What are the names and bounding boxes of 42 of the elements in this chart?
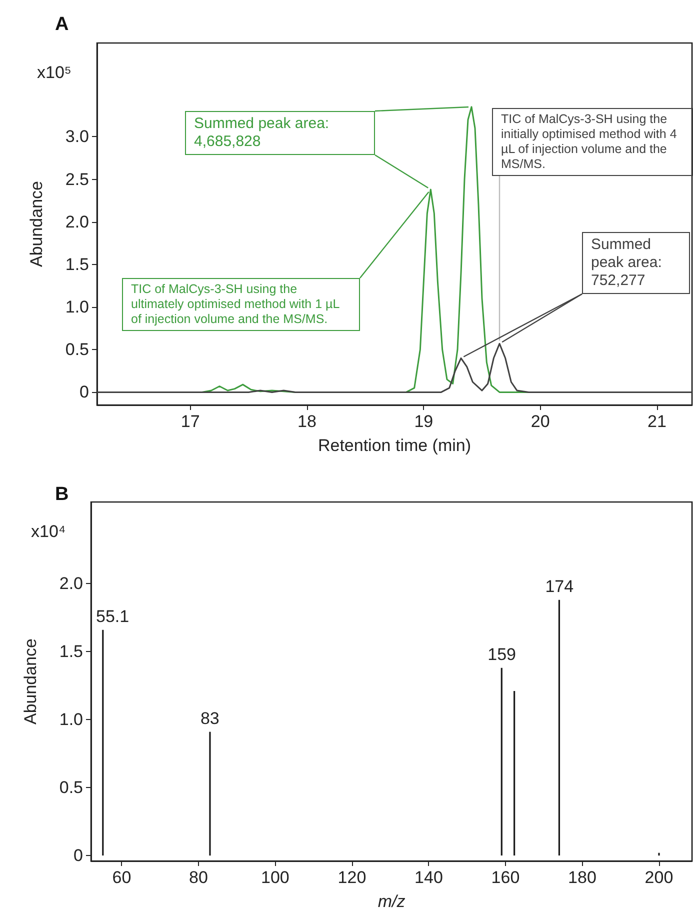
x-tick-label: 17 — [180, 412, 200, 431]
x-tick-label: 20 — [530, 412, 550, 431]
y-tick-label: 1.0 — [65, 298, 89, 317]
x-tick-label: 100 — [261, 868, 290, 887]
y-tick-label: 1.5 — [59, 642, 83, 662]
y-tick-label: 3.0 — [65, 127, 89, 146]
x-tick-label: 200 — [644, 868, 674, 887]
annotation: 55.1 — [96, 606, 130, 627]
y-axis-title: Abundance — [27, 180, 46, 268]
annotation: 159 — [488, 644, 516, 665]
x-tick-label: 140 — [414, 868, 443, 887]
y-tick-label: 2.5 — [65, 170, 89, 189]
x-tick-label: 180 — [568, 868, 596, 887]
x-tick-label: 80 — [189, 868, 208, 887]
x-tick-label: 60 — [112, 868, 132, 887]
x-tick-label: 19 — [414, 412, 434, 431]
line-series — [96, 342, 693, 393]
y-tick-label: 2.0 — [59, 574, 83, 594]
x-tick-label: 120 — [338, 868, 366, 887]
annotation: 174 — [545, 576, 574, 597]
y-tick-label: 1.0 — [59, 710, 83, 730]
annotation: Summed peak area: 4,685,828 — [185, 111, 375, 155]
x-axis-title: m/z — [378, 892, 406, 911]
x-tick-label: 21 — [648, 412, 666, 431]
y-tick-label: 0.5 — [65, 340, 89, 360]
annotation: 83 — [200, 708, 220, 729]
y-axis-title: Abundance — [21, 638, 40, 725]
chart-title: B — [55, 484, 69, 505]
x-tick-label: 160 — [491, 868, 520, 887]
y-tick-label: 2.0 — [65, 212, 89, 232]
annotation: TIC of MalCys-3-SH using the initially optimised method with 4 µL of injection volume and the MS/MS. — [492, 108, 693, 176]
text: x10⁴ — [31, 522, 66, 542]
annotation: TIC of MalCys-3-SH using the ultimately optimised method with 1 µL of injection volume and the MS/MS. — [122, 278, 360, 331]
y-tick-label: 0.5 — [59, 778, 83, 798]
annotation: Summed peak area: 752,277 — [582, 232, 690, 294]
y-tick-label: 0 — [74, 846, 83, 866]
y-tick-label: 0 — [80, 382, 89, 402]
chart-title: A — [55, 14, 69, 35]
x-tick-label: 18 — [298, 412, 316, 431]
text: x10⁵ — [37, 63, 72, 83]
y-tick-label: 1.5 — [65, 254, 89, 274]
x-axis-title: Retention time (min) — [318, 436, 472, 455]
